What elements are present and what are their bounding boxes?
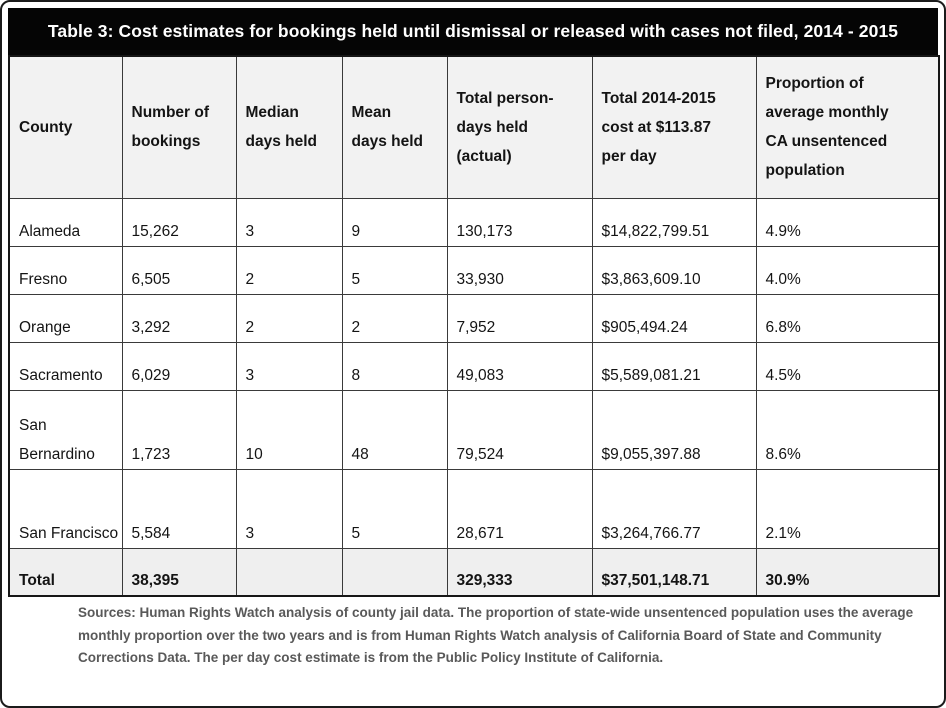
cell-mean-days-total (341, 547, 448, 597)
cell-proportion: 4.0% (755, 245, 940, 295)
cell-median-days: 3 (235, 468, 343, 549)
cell-proportion-total: 30.9% (755, 547, 940, 597)
cell-county: Sacramento (8, 341, 123, 391)
cell-bookings: 1,723 (121, 389, 237, 470)
cell-median-days-total (235, 547, 343, 597)
col-header-median-days: Median days held (235, 55, 343, 199)
cell-cost: $14,822,799.51 (591, 197, 757, 247)
cell-proportion: 6.8% (755, 293, 940, 343)
table-footer: Total 38,395 329,333 $37,501,148.71 30.9… (8, 547, 940, 597)
header-row: County Number of bookings Median days held… (8, 55, 940, 199)
cell-mean-days: 48 (341, 389, 448, 470)
table-title: Table 3: Cost estimates for bookings hel… (8, 8, 938, 55)
table-row-fresno: Fresno 6,505 2 5 33,930 $3,863,609.10 4.… (8, 245, 940, 295)
cell-mean-days: 5 (341, 468, 448, 549)
col-header-proportion: Proportion of average monthly CA unsentenc… (755, 55, 940, 199)
cell-person-days: 49,083 (446, 341, 593, 391)
cell-person-days-total: 329,333 (446, 547, 593, 597)
col-header-mean-days: Mean days held (341, 55, 448, 199)
cell-cost-total: $37,501,148.71 (591, 547, 757, 597)
cell-median-days: 3 (235, 341, 343, 391)
cell-county: San Francisco (8, 468, 123, 549)
cost-estimates-table: County Number of bookings Median days held… (8, 55, 940, 597)
col-header-bookings: Number of bookings (121, 55, 237, 199)
cell-county: Orange (8, 293, 123, 343)
cell-bookings: 3,292 (121, 293, 237, 343)
cell-person-days: 33,930 (446, 245, 593, 295)
table-body: Alameda 15,262 3 9 130,173 $14,822,799.5… (8, 197, 940, 549)
source-note: Sources: Human Rights Watch analysis of … (78, 605, 914, 665)
cell-cost: $3,264,766.77 (591, 468, 757, 549)
cell-proportion: 8.6% (755, 389, 940, 470)
cell-cost: $905,494.24 (591, 293, 757, 343)
cell-mean-days: 5 (341, 245, 448, 295)
cell-county-total: Total (8, 547, 123, 597)
cell-mean-days: 9 (341, 197, 448, 247)
col-header-county: County (8, 55, 123, 199)
cell-median-days: 2 (235, 245, 343, 295)
table-header: County Number of bookings Median days held… (8, 55, 940, 199)
col-header-person-days: Total person-days held (actual) (446, 55, 593, 199)
cell-person-days: 7,952 (446, 293, 593, 343)
cell-county: San Bernardino (8, 389, 123, 470)
table-row-total: Total 38,395 329,333 $37,501,148.71 30.9… (8, 547, 940, 597)
cell-person-days: 28,671 (446, 468, 593, 549)
table-row-alameda: Alameda 15,262 3 9 130,173 $14,822,799.5… (8, 197, 940, 247)
table-row-orange: Orange 3,292 2 2 7,952 $905,494.24 6.8% (8, 293, 940, 343)
cell-bookings: 5,584 (121, 468, 237, 549)
cell-person-days: 130,173 (446, 197, 593, 247)
cell-median-days: 10 (235, 389, 343, 470)
cell-proportion: 2.1% (755, 468, 940, 549)
cell-bookings: 6,505 (121, 245, 237, 295)
cell-county: Alameda (8, 197, 123, 247)
cell-bookings: 15,262 (121, 197, 237, 247)
cell-median-days: 3 (235, 197, 343, 247)
table-row-san-bernardino: San Bernardino 1,723 10 48 79,524 $9,055… (8, 389, 940, 470)
cell-cost: $3,863,609.10 (591, 245, 757, 295)
col-header-cost: Total 2014-2015 cost at $113.87 per day (591, 55, 757, 199)
cell-cost: $5,589,081.21 (591, 341, 757, 391)
cell-mean-days: 8 (341, 341, 448, 391)
cell-person-days: 79,524 (446, 389, 593, 470)
cell-county: Fresno (8, 245, 123, 295)
cell-bookings: 6,029 (121, 341, 237, 391)
cell-cost: $9,055,397.88 (591, 389, 757, 470)
cell-proportion: 4.9% (755, 197, 940, 247)
table-row-sacramento: Sacramento 6,029 3 8 49,083 $5,589,081.2… (8, 341, 940, 391)
table-row-san-francisco: San Francisco 5,584 3 5 28,671 $3,264,76… (8, 468, 940, 549)
cell-proportion: 4.5% (755, 341, 940, 391)
cell-bookings-total: 38,395 (121, 547, 237, 597)
cell-mean-days: 2 (341, 293, 448, 343)
cell-median-days: 2 (235, 293, 343, 343)
